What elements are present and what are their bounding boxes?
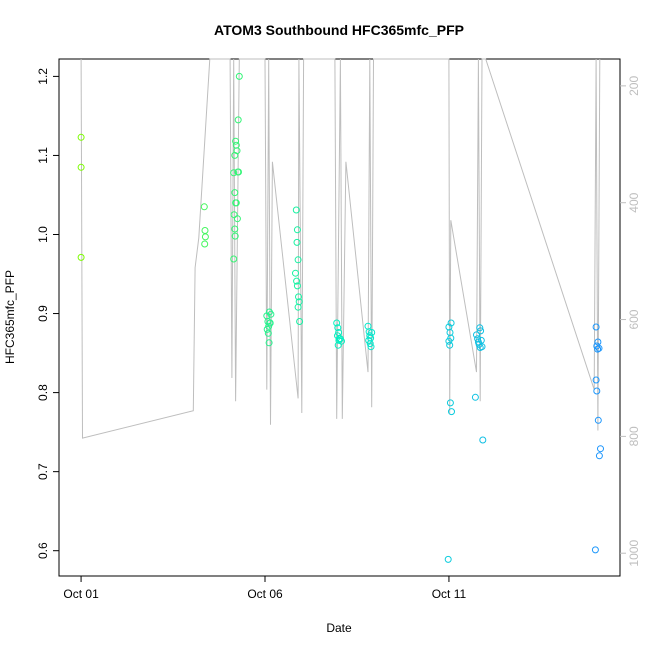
data-point (444, 555, 452, 563)
data-point (265, 339, 273, 347)
data-point (232, 137, 240, 145)
data-point (595, 452, 603, 460)
data-point (77, 253, 85, 261)
data-point (77, 163, 85, 171)
data-point (231, 225, 239, 233)
y-tick-label: 0.6 (36, 542, 50, 559)
chart-title: ATOM3 Southbound HFC365mfc_PFP (214, 22, 464, 38)
data-point (335, 336, 343, 344)
data-point (591, 546, 599, 554)
data-point (594, 345, 602, 353)
data-point (234, 116, 242, 124)
y2-tick-label: 200 (627, 76, 641, 96)
data-point (201, 240, 209, 248)
data-point (368, 329, 376, 336)
y2-tick-label: 800 (627, 426, 641, 446)
altitude-line-layer (80, 58, 601, 439)
x-tick-label: Oct 11 (432, 587, 467, 601)
data-point (264, 329, 272, 337)
data-point (334, 341, 342, 349)
data-point (479, 436, 487, 444)
y-tick-label: 0.8 (36, 384, 50, 401)
data-point (266, 319, 274, 327)
data-point (294, 303, 302, 311)
y-tick-label: 0.9 (36, 305, 50, 322)
data-point (367, 343, 375, 351)
data-point (293, 226, 301, 234)
y-axis-label: HFC365mfc_PFP (3, 270, 17, 364)
data-point (263, 325, 271, 333)
y-tick-label: 1.0 (36, 226, 50, 243)
data-point (293, 277, 301, 285)
data-point (267, 310, 275, 318)
data-point (235, 72, 243, 80)
data-point (595, 344, 603, 352)
data-point (201, 233, 209, 241)
data-point (296, 318, 304, 325)
data-point (295, 293, 302, 301)
data-point (473, 331, 480, 339)
x-axis-label: Date (326, 621, 352, 635)
y-tick-label: 1.2 (36, 68, 50, 85)
data-point (593, 387, 601, 395)
y2-tick-label: 400 (627, 192, 641, 212)
plot-frame (58, 58, 621, 577)
data-point (293, 238, 301, 246)
altitude-line (80, 58, 601, 439)
data-point (230, 211, 238, 219)
data-point (446, 341, 454, 349)
data-point (235, 168, 242, 176)
data-point (365, 336, 373, 344)
data-point (231, 232, 239, 240)
x-tick-label: Oct 01 (63, 587, 99, 601)
data-point (334, 324, 342, 332)
data-point (446, 399, 454, 407)
data-point (592, 376, 600, 384)
data-points-layer (77, 72, 604, 563)
data-point (366, 340, 374, 348)
data-point (293, 282, 301, 290)
data-point (201, 227, 209, 234)
data-point (478, 343, 486, 351)
x-axis: Oct 01 Oct 06 Oct 11 (63, 576, 466, 601)
data-point (265, 322, 273, 330)
data-point (593, 342, 601, 350)
data-point (200, 203, 208, 211)
data-point (230, 255, 238, 263)
data-point (232, 199, 240, 207)
y-tick-label: 0.7 (36, 463, 50, 480)
y-tick-label: 1.1 (36, 147, 50, 164)
secondary-y-axis: 200 400 600 800 1000 (620, 76, 641, 567)
data-point (292, 206, 300, 214)
y2-tick-label: 600 (627, 309, 641, 329)
data-point (592, 323, 600, 331)
x-tick-label: Oct 06 (247, 587, 283, 601)
data-point (448, 408, 455, 416)
data-point (294, 256, 302, 264)
data-point (233, 147, 241, 155)
data-point (476, 324, 484, 332)
data-point (477, 327, 485, 335)
data-point (594, 416, 602, 424)
data-point (230, 169, 238, 177)
y2-tick-label: 1000 (627, 540, 641, 567)
data-point (597, 445, 604, 453)
data-point (445, 337, 453, 345)
data-point (447, 319, 455, 327)
data-point (471, 393, 479, 401)
data-point (333, 319, 341, 327)
data-point (77, 133, 85, 141)
y-axis: 0.6 0.7 0.8 0.9 1.0 1.1 1.2 (36, 68, 59, 559)
data-point (231, 189, 239, 197)
data-point (292, 269, 299, 277)
